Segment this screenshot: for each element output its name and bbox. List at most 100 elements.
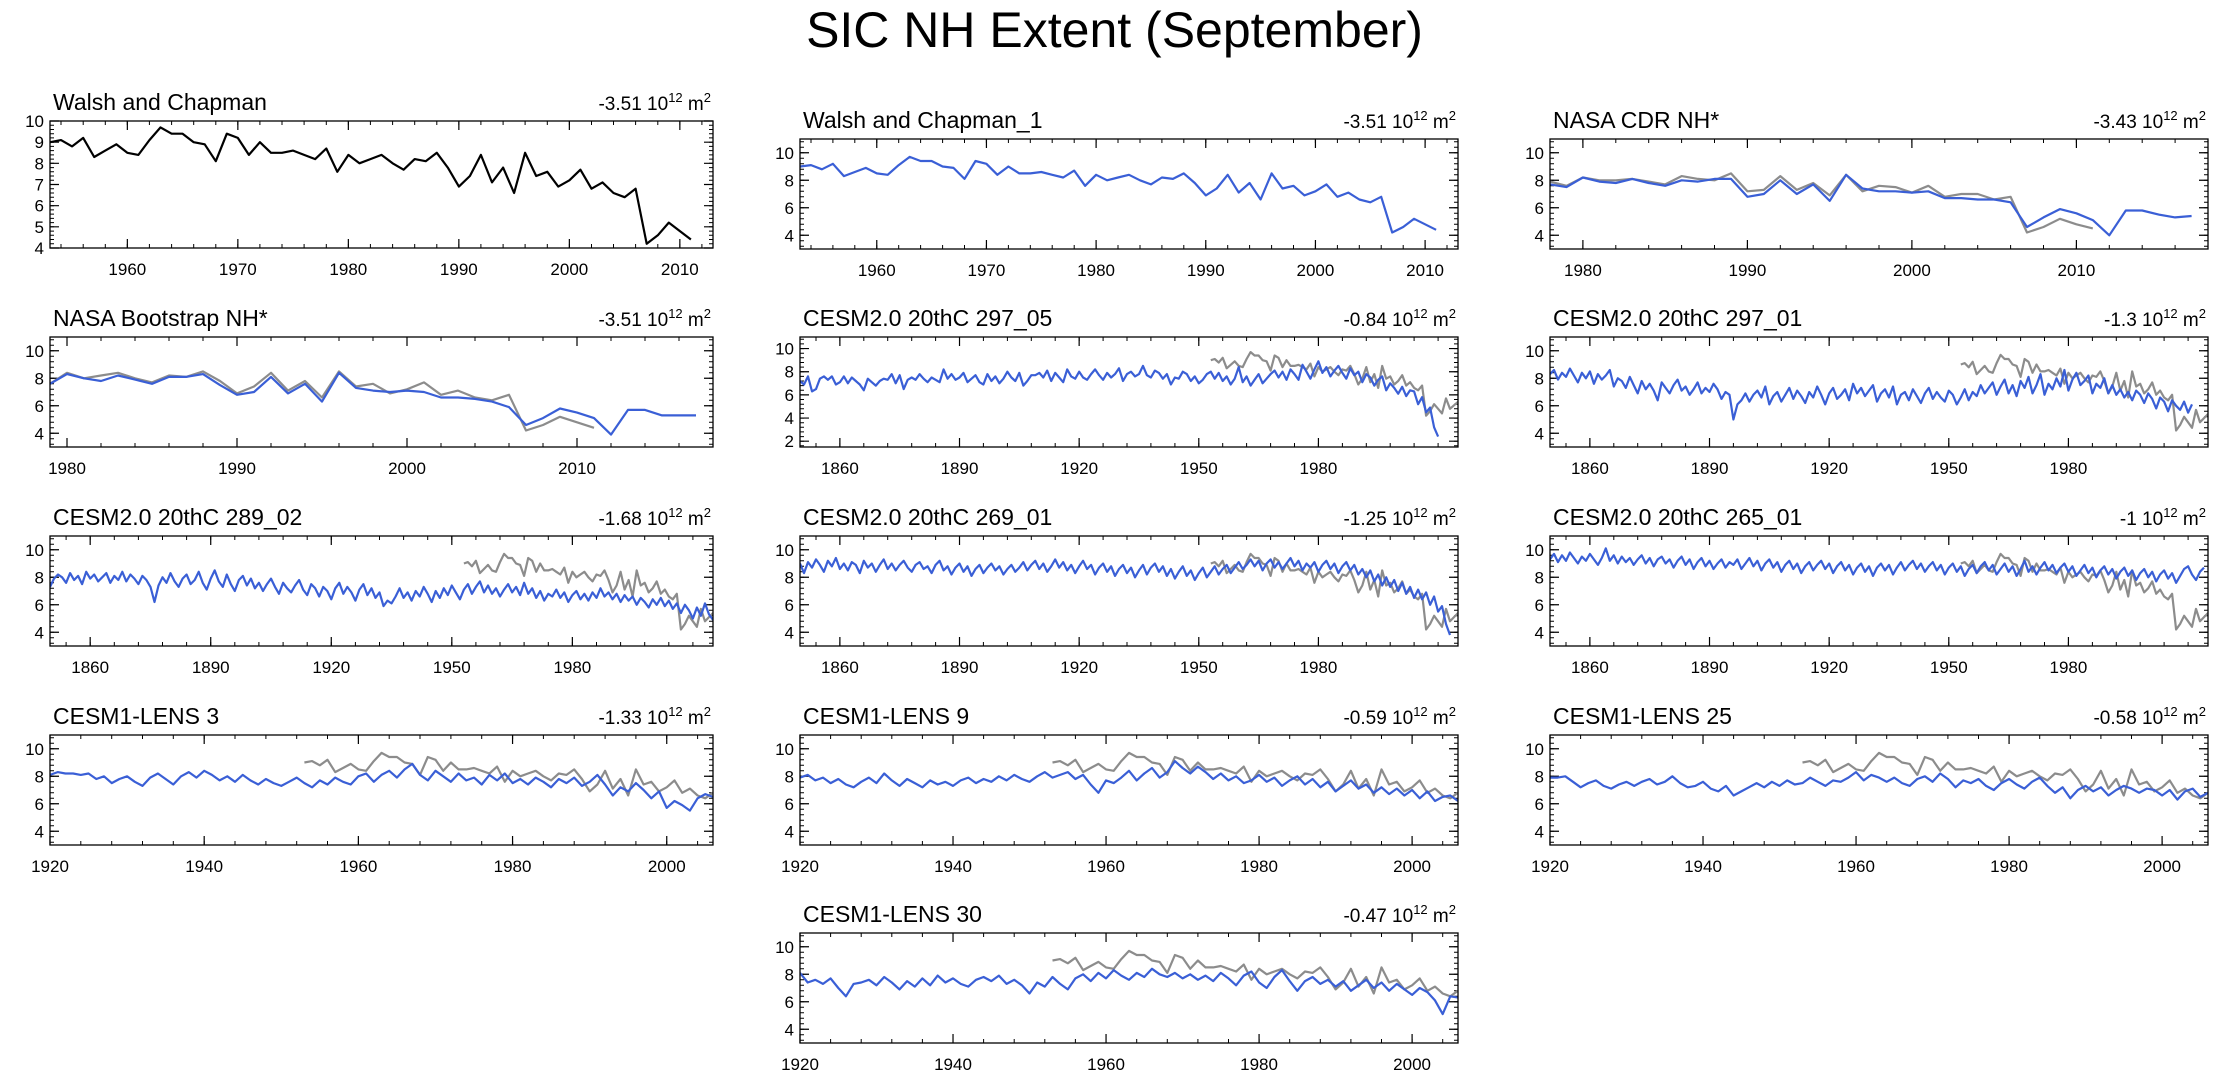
- panel-title: CESM2.0 20thC 289_02: [53, 504, 302, 530]
- y-tick-label: 10: [1525, 342, 1544, 361]
- y-tick-label: 10: [775, 541, 794, 560]
- x-tick-label: 2000: [1393, 1055, 1431, 1074]
- plot-frame: [799, 138, 1459, 250]
- panel-title: Walsh and Chapman: [53, 89, 267, 115]
- model-series-line: [800, 155, 1437, 234]
- model-series-line: [1550, 367, 2193, 421]
- y-tick-label: 6: [785, 993, 794, 1012]
- x-tick-label: 1970: [219, 260, 257, 279]
- observed-series-line: [1210, 351, 1458, 417]
- observed-series-line: [1052, 949, 1458, 998]
- model-series-line: [1550, 173, 2192, 237]
- plot-frame: [49, 535, 714, 647]
- panel-title: CESM2.0 20thC 269_01: [803, 504, 1052, 530]
- x-tick-label: 1860: [71, 658, 109, 677]
- minor-ticks: [800, 139, 1458, 249]
- y-tick-label: 8: [35, 154, 44, 173]
- observed-series-line: [1052, 751, 1458, 800]
- y-tick-label: 8: [35, 568, 44, 587]
- x-tick-label: 1980: [2050, 658, 2088, 677]
- x-tick-label: 1890: [192, 658, 230, 677]
- panel-6: CESM2.0 20thC 297_01 -1.3 1012 m2 1860 1890…: [1525, 305, 2209, 478]
- panel-1: Walsh and Chapman -3.51 1012 m2 1960 1970 19…: [25, 89, 714, 279]
- x-tick-label: 1960: [858, 261, 896, 280]
- y-tick-label: 7: [35, 176, 44, 195]
- x-tick-label: 2000: [1893, 261, 1931, 280]
- x-tick-label: 1980: [1300, 658, 1338, 677]
- panel-title: Walsh and Chapman_1: [803, 107, 1043, 133]
- trend-label: -1.33 1012 m2: [598, 704, 711, 729]
- y-tick-label: 6: [1535, 596, 1544, 615]
- y-tick-label: 8: [35, 369, 44, 388]
- x-tick-label: 1920: [312, 658, 350, 677]
- x-tick-label: 1920: [781, 857, 819, 876]
- trend-label: -0.58 1012 m2: [2093, 704, 2206, 729]
- y-tick-label: 4: [35, 424, 44, 443]
- x-tick-label: 2000: [388, 459, 426, 478]
- y-tick-label: 10: [775, 340, 794, 359]
- observed-series-line: [463, 552, 713, 631]
- x-tick-label: 1890: [1691, 658, 1729, 677]
- panel-title: CESM1-LENS 25: [1553, 703, 1732, 729]
- y-tick-label: 8: [785, 767, 794, 786]
- model-series-line: [1550, 770, 2208, 801]
- x-tick-label: 1860: [1571, 459, 1609, 478]
- panels-container: Walsh and Chapman -3.51 1012 m2 1960 1970 19…: [25, 89, 2209, 1074]
- plot-frame: [49, 336, 714, 448]
- y-tick-label: 8: [35, 767, 44, 786]
- x-tick-label: 1940: [1684, 857, 1722, 876]
- y-tick-label: 8: [1535, 369, 1544, 388]
- y-tick-label: 4: [35, 239, 44, 258]
- panel-title: CESM2.0 20thC 297_05: [803, 305, 1052, 331]
- x-tick-label: 1920: [1810, 658, 1848, 677]
- x-tick-label: 2000: [648, 857, 686, 876]
- trend-label: -0.47 1012 m2: [1343, 902, 1456, 927]
- x-tick-label: 2000: [1297, 261, 1335, 280]
- trend-label: -3.51 1012 m2: [1343, 108, 1456, 133]
- y-tick-label: 8: [1535, 568, 1544, 587]
- x-tick-label: 1920: [31, 857, 69, 876]
- x-tick-label: 1920: [1531, 857, 1569, 876]
- y-tick-label: 10: [775, 938, 794, 957]
- y-tick-label: 8: [785, 965, 794, 984]
- y-tick-label: 4: [35, 623, 44, 642]
- minor-ticks: [1550, 536, 2208, 646]
- trend-label: -3.43 1012 m2: [2093, 108, 2206, 133]
- y-tick-label: 8: [1535, 171, 1544, 190]
- y-tick-label: 6: [1535, 397, 1544, 416]
- plot-frame: [799, 535, 1459, 647]
- x-tick-label: 1980: [329, 260, 367, 279]
- panel-8: CESM2.0 20thC 269_01 -1.25 1012 m2 1860 189…: [775, 504, 1459, 677]
- panel-10: CESM1-LENS 3 -1.33 1012 m2 1920 1940 1960 198…: [25, 703, 714, 876]
- panel-title: CESM2.0 20thC 297_01: [1553, 305, 1802, 331]
- x-tick-label: 1950: [433, 658, 471, 677]
- model-series-line: [1550, 547, 2205, 584]
- observed-series-line: [304, 751, 713, 800]
- figure-title: SIC NH Extent (September): [806, 2, 1423, 58]
- x-tick-label: 2010: [1406, 261, 1444, 280]
- y-tick-label: 6: [1535, 199, 1544, 218]
- panel-13: CESM1-LENS 30 -0.47 1012 m2 1920 1940 1960 19…: [775, 901, 1459, 1074]
- model-series-line: [800, 360, 1440, 438]
- y-tick-label: 6: [35, 795, 44, 814]
- trend-label: -1.25 1012 m2: [1343, 505, 1456, 530]
- y-tick-label: 4: [785, 822, 794, 841]
- panel-title: CESM1-LENS 3: [53, 703, 219, 729]
- x-tick-label: 1950: [1930, 658, 1968, 677]
- y-tick-label: 4: [35, 822, 44, 841]
- x-tick-label: 2000: [2143, 857, 2181, 876]
- x-tick-label: 1990: [440, 260, 478, 279]
- panel-7: CESM2.0 20thC 289_02 -1.68 1012 m2 1860 189…: [25, 504, 714, 677]
- y-tick-label: 6: [1535, 795, 1544, 814]
- y-tick-label: 4: [1535, 822, 1544, 841]
- x-tick-label: 1960: [1087, 857, 1125, 876]
- x-tick-label: 1860: [1571, 658, 1609, 677]
- plot-frame: [1549, 336, 2209, 448]
- x-tick-label: 1890: [1691, 459, 1729, 478]
- minor-ticks: [1550, 337, 2208, 447]
- y-tick-label: 10: [775, 144, 794, 163]
- panel-9: CESM2.0 20thC 265_01 -1 1012 m2 1860 1890 19…: [1525, 504, 2209, 677]
- y-tick-label: 10: [1525, 740, 1544, 759]
- x-tick-label: 2000: [1393, 857, 1431, 876]
- x-tick-label: 1920: [1060, 459, 1098, 478]
